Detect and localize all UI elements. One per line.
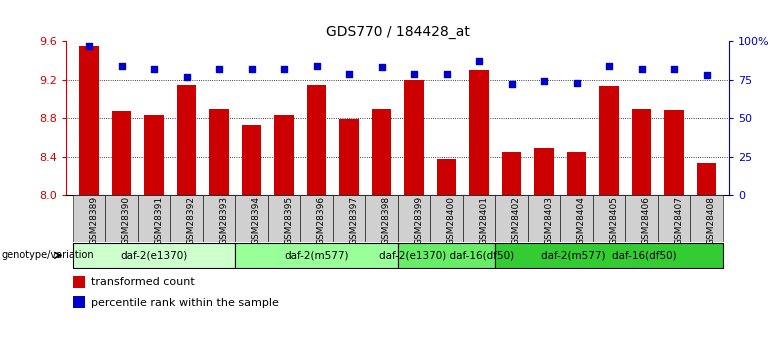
Text: GSM28396: GSM28396 — [317, 196, 325, 245]
Bar — [105, 195, 138, 242]
Bar — [567, 152, 587, 195]
Bar — [658, 195, 690, 242]
Bar — [73, 243, 236, 268]
Point — [505, 82, 518, 87]
Bar — [398, 195, 431, 242]
Text: GSM28392: GSM28392 — [186, 196, 196, 245]
Bar — [236, 243, 398, 268]
Bar — [372, 109, 392, 195]
Bar — [144, 115, 164, 195]
Bar — [307, 85, 326, 195]
Text: daf-2(m577)  daf-16(df50): daf-2(m577) daf-16(df50) — [541, 250, 677, 260]
Point — [441, 71, 453, 76]
Bar — [495, 243, 723, 268]
Text: daf-2(e1370): daf-2(e1370) — [120, 250, 188, 260]
Text: GSM28399: GSM28399 — [414, 196, 423, 245]
Text: GSM28401: GSM28401 — [479, 196, 488, 245]
Bar — [431, 195, 463, 242]
Point — [213, 66, 225, 72]
Text: GSM28398: GSM28398 — [381, 196, 391, 245]
Bar — [73, 195, 105, 242]
Text: daf-2(m577): daf-2(m577) — [284, 250, 349, 260]
Bar — [437, 159, 456, 195]
Point — [668, 66, 680, 72]
Text: percentile rank within the sample: percentile rank within the sample — [91, 298, 279, 308]
Text: GSM28391: GSM28391 — [154, 196, 163, 245]
Bar — [275, 115, 294, 195]
Bar — [242, 125, 261, 195]
Bar — [333, 195, 365, 242]
Point — [375, 65, 388, 70]
Bar — [470, 70, 489, 195]
Bar — [697, 163, 716, 195]
Point — [343, 71, 356, 76]
Bar — [73, 296, 85, 308]
Point — [570, 80, 583, 86]
Bar — [177, 85, 197, 195]
Bar — [599, 87, 619, 195]
Text: daf-2(e1370) daf-16(df50): daf-2(e1370) daf-16(df50) — [379, 250, 514, 260]
Bar — [534, 148, 554, 195]
Bar — [365, 195, 398, 242]
Point — [148, 66, 161, 72]
Bar — [80, 46, 99, 195]
Point — [636, 66, 648, 72]
Bar — [495, 195, 528, 242]
Text: GSM28397: GSM28397 — [349, 196, 358, 245]
Bar — [300, 195, 333, 242]
Bar — [73, 276, 85, 288]
Text: GSM28407: GSM28407 — [674, 196, 683, 245]
Point — [278, 66, 290, 72]
Point — [700, 72, 713, 78]
Bar — [236, 195, 268, 242]
Bar — [112, 111, 131, 195]
Bar — [398, 243, 495, 268]
Text: GSM28402: GSM28402 — [512, 196, 520, 245]
Point — [408, 71, 420, 76]
Bar — [268, 195, 300, 242]
Bar — [626, 195, 658, 242]
Text: genotype/variation: genotype/variation — [2, 250, 94, 260]
Bar — [404, 80, 424, 195]
Point — [180, 74, 193, 79]
Title: GDS770 / 184428_at: GDS770 / 184428_at — [326, 25, 470, 39]
Text: GSM28389: GSM28389 — [89, 196, 98, 245]
Point — [310, 63, 323, 69]
Text: GSM28400: GSM28400 — [447, 196, 456, 245]
Bar — [632, 109, 651, 195]
Bar — [502, 152, 521, 195]
Point — [603, 63, 615, 69]
Bar — [560, 195, 593, 242]
Bar — [593, 195, 626, 242]
Text: GSM28405: GSM28405 — [609, 196, 618, 245]
Text: GSM28394: GSM28394 — [252, 196, 261, 245]
Text: GSM28406: GSM28406 — [642, 196, 651, 245]
Point — [83, 43, 95, 49]
Bar — [138, 195, 170, 242]
Text: GSM28403: GSM28403 — [544, 196, 553, 245]
Bar — [665, 110, 684, 195]
Bar — [203, 195, 236, 242]
Bar — [463, 195, 495, 242]
Point — [538, 79, 551, 84]
Text: GSM28390: GSM28390 — [122, 196, 130, 245]
Point — [115, 63, 128, 69]
Point — [246, 66, 258, 72]
Bar — [690, 195, 723, 242]
Point — [473, 59, 485, 64]
Bar — [528, 195, 560, 242]
Bar — [170, 195, 203, 242]
Text: GSM28404: GSM28404 — [576, 196, 586, 245]
Text: GSM28408: GSM28408 — [707, 196, 715, 245]
Text: transformed count: transformed count — [91, 277, 195, 287]
Bar — [209, 109, 229, 195]
Text: GSM28395: GSM28395 — [284, 196, 293, 245]
Bar — [339, 119, 359, 195]
Text: GSM28393: GSM28393 — [219, 196, 228, 245]
